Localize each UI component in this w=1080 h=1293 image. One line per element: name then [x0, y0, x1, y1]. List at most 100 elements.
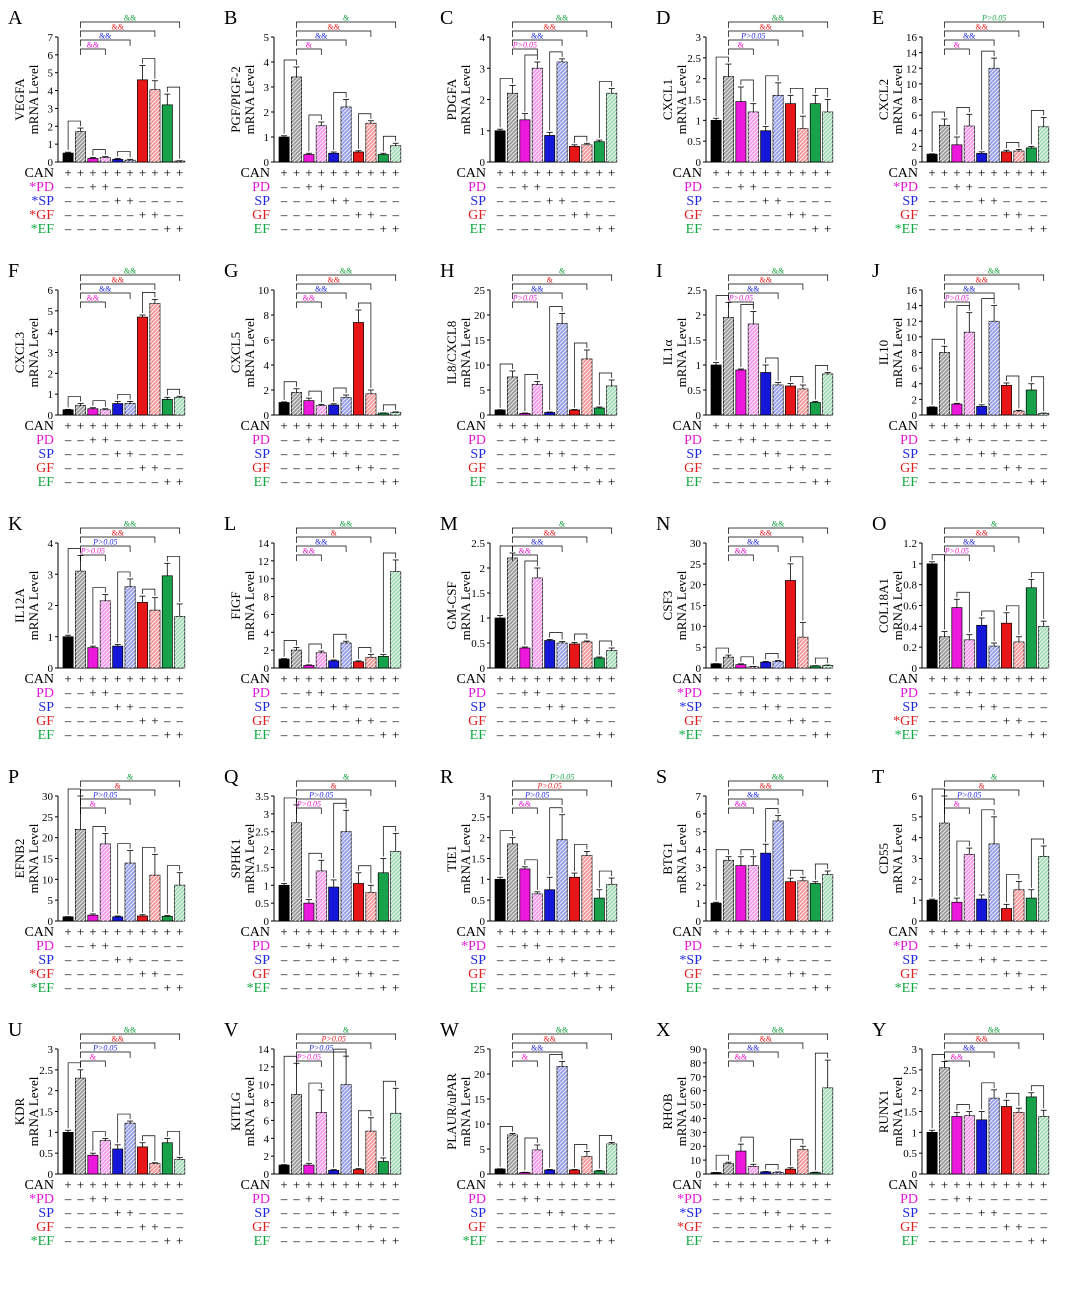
condition-mark: –: [342, 713, 350, 728]
bar-hatch: [723, 317, 734, 415]
condition-mark: +: [77, 1177, 84, 1192]
condition-mark: +: [342, 1177, 349, 1192]
sig-bracket: [296, 1033, 397, 1040]
sig-label: P>0.05: [80, 547, 105, 556]
condition-mark: –: [76, 966, 84, 981]
sig-bracket: [296, 789, 372, 796]
sig-label: &&: [951, 1053, 964, 1062]
bar-hatch: [797, 880, 808, 921]
sig-bracket: [512, 274, 613, 281]
y-tick-label: 6: [264, 609, 270, 621]
condition-mark: +: [978, 699, 985, 714]
condition-mark: –: [545, 221, 553, 236]
condition-mark: –: [737, 474, 745, 489]
condition-mark: –: [354, 179, 362, 194]
sig-bracket: [512, 554, 538, 561]
condition-mark: –: [928, 938, 936, 953]
y-tick-label: 0.5: [687, 136, 701, 148]
condition-label-ef: *EF: [463, 1234, 487, 1249]
sig-label: &&: [975, 276, 988, 285]
condition-text: SP: [902, 1206, 918, 1221]
condition-mark: –: [342, 432, 350, 447]
pair-bracket: [814, 657, 829, 664]
y-tick-label: 2.5: [255, 827, 269, 839]
y-tick-label: 0: [696, 157, 702, 169]
pair-bracket: [765, 653, 779, 660]
condition-star: *: [893, 180, 900, 195]
condition-mark: +: [367, 671, 374, 686]
condition-mark: +: [176, 474, 183, 489]
condition-text: EF: [254, 728, 271, 743]
condition-mark: –: [1002, 699, 1010, 714]
y-axis-gene-label: IL1α: [660, 340, 675, 366]
condition-label-sp: SP: [686, 447, 702, 462]
condition-mark: –: [151, 193, 159, 208]
y-axis-gene-label: VEGFA: [12, 78, 27, 121]
condition-mark: –: [280, 713, 288, 728]
condition-mark: +: [725, 1177, 732, 1192]
bar-hatch: [1038, 126, 1049, 162]
condition-mark: –: [305, 713, 313, 728]
condition-mark: –: [76, 446, 84, 461]
condition-mark: –: [508, 474, 516, 489]
panel-letter: T: [872, 766, 884, 788]
condition-mark: –: [113, 966, 121, 981]
condition-text: PD: [252, 939, 270, 954]
condition-mark: –: [533, 1233, 541, 1248]
condition-label-can: CAN: [24, 925, 54, 940]
condition-mark: +: [164, 221, 171, 236]
pair-bracket: [715, 1154, 729, 1171]
condition-text: GF: [36, 1220, 54, 1235]
pair-bracket: [956, 591, 970, 633]
condition-mark: –: [367, 980, 375, 995]
condition-mark: –: [391, 952, 399, 967]
condition-mark: –: [724, 980, 732, 995]
condition-label-sp: SP: [470, 1206, 486, 1221]
condition-mark: +: [64, 671, 71, 686]
condition-mark: +: [89, 685, 96, 700]
condition-label-pd: PD: [252, 1192, 270, 1207]
condition-mark: +: [608, 671, 615, 686]
bar: [1001, 908, 1012, 922]
condition-mark: –: [799, 1233, 807, 1248]
condition-star: *: [895, 222, 902, 237]
condition-mark: –: [533, 699, 541, 714]
condition-label-sp: *SP: [679, 953, 702, 968]
condition-mark: +: [812, 418, 819, 433]
condition-mark: +: [1040, 924, 1047, 939]
condition-mark: –: [126, 980, 134, 995]
condition-text: PD: [684, 686, 702, 701]
condition-mark: –: [329, 980, 337, 995]
condition-mark: –: [724, 1233, 732, 1248]
condition-mark: –: [305, 207, 313, 222]
condition-mark: –: [521, 207, 529, 222]
condition-mark: +: [355, 165, 362, 180]
condition-mark: +: [608, 924, 615, 939]
bar: [278, 136, 290, 163]
condition-mark: –: [965, 1233, 973, 1248]
condition-mark: +: [966, 1191, 973, 1206]
condition-mark: –: [953, 460, 961, 475]
y-tick-label: 0: [912, 410, 918, 422]
bar: [926, 406, 938, 416]
y-axis-gene-label: CSF3: [660, 591, 675, 621]
condition-mark: –: [965, 193, 973, 208]
condition-mark: +: [966, 432, 973, 447]
y-tick-label: 4: [480, 32, 486, 44]
condition-mark: +: [737, 165, 744, 180]
condition-mark: –: [977, 207, 985, 222]
bar: [593, 407, 605, 416]
condition-mark: –: [151, 221, 159, 236]
bar: [328, 660, 340, 669]
pair-bracket: [956, 1104, 970, 1111]
y-axis-unit-label: mRNA Level: [890, 570, 905, 640]
condition-mark: –: [558, 1191, 566, 1206]
bar: [87, 408, 99, 416]
condition-mark: –: [138, 1191, 146, 1206]
y-tick-label: 2: [48, 1086, 54, 1098]
condition-label-can: CAN: [672, 925, 702, 940]
y-axis-unit-label: mRNA Level: [26, 1076, 41, 1146]
pair-bracket: [382, 1080, 397, 1156]
condition-mark: +: [151, 165, 158, 180]
bar: [951, 901, 963, 922]
